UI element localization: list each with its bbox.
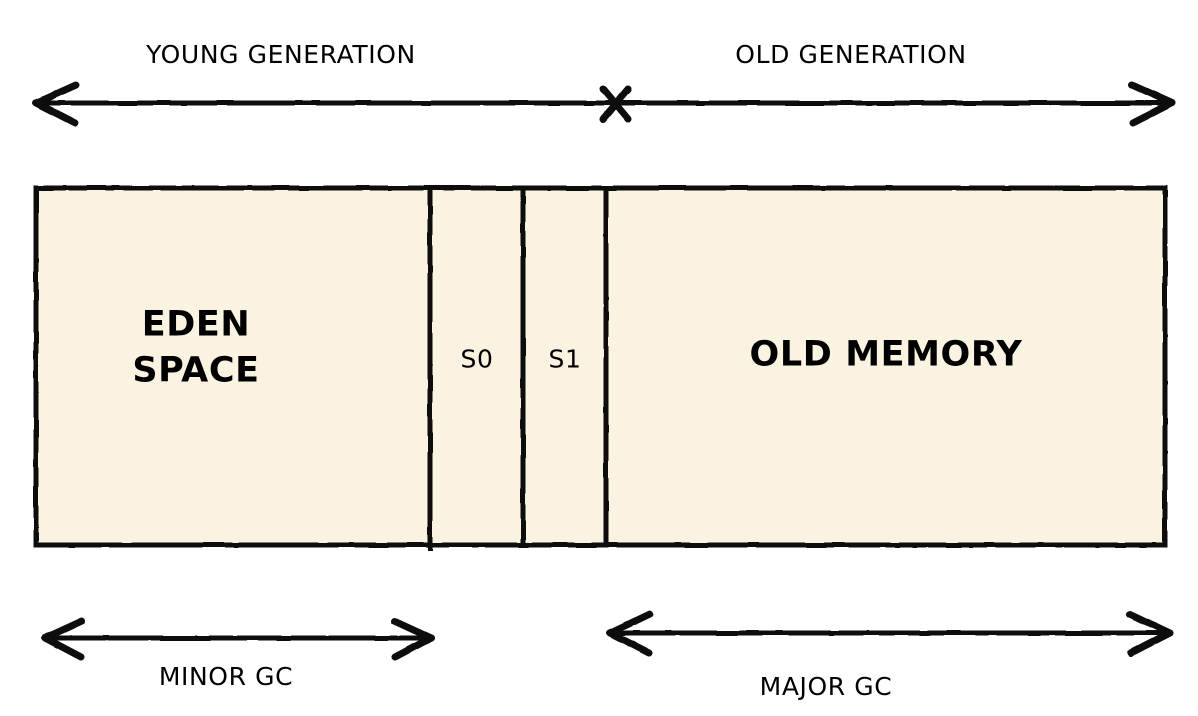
- x-cross-marker: [599, 85, 632, 123]
- old-memory-cell-label: OLD MEMORY: [749, 334, 1023, 375]
- eden-space-cell-label: EDEN SPACE: [132, 303, 259, 394]
- young-generation-label: YOUNG GENERATION: [146, 40, 416, 69]
- eden-space-line-2: SPACE: [132, 350, 260, 390]
- memory-box: [33, 185, 1168, 548]
- survivor-1-cell-label: S1: [548, 344, 582, 374]
- minor-gc-arrow: [41, 617, 435, 661]
- old-generation-label: OLD GENERATION: [735, 40, 967, 69]
- minor-gc-label: MINOR GC: [158, 662, 294, 691]
- generation-axis-arrow: [32, 81, 1176, 127]
- eden-space-line-1: EDEN: [141, 304, 251, 345]
- major-gc-label: MAJOR GC: [759, 672, 893, 701]
- major-gc-arrow: [606, 610, 1174, 657]
- survivor-0-cell-label: S0: [460, 344, 494, 374]
